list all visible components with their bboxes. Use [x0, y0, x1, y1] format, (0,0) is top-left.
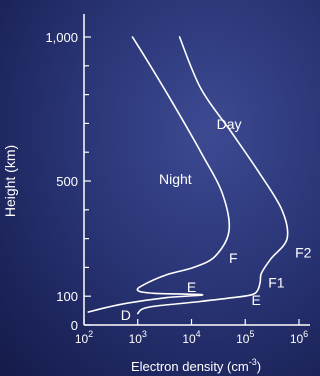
- x-tick-label: 102: [75, 329, 93, 346]
- series-line-night: [87, 36, 231, 313]
- y-tick-label: 0: [71, 318, 78, 333]
- x-tick-label: 104: [182, 329, 200, 346]
- annotation-label: Day: [217, 116, 242, 132]
- annotations: Night Day F E D F2 F1 E: [121, 116, 312, 323]
- y-tick-label: 500: [56, 174, 78, 189]
- annotation-label: F: [229, 250, 238, 266]
- series-line-day: [137, 36, 289, 315]
- y-tick-label: 100: [56, 289, 78, 304]
- tick-marks: [83, 36, 300, 326]
- annotation-label: Night: [159, 171, 192, 187]
- annotation-label: E: [252, 292, 261, 308]
- annotation-label: D: [121, 307, 131, 323]
- annotation-label: F2: [295, 244, 312, 260]
- y-axis-title: Height (km): [2, 145, 18, 217]
- axis-labels: 0 100 500 1,000 102 103 104 105 106 Height (km) El…: [2, 30, 308, 374]
- series-lines: [87, 36, 289, 315]
- x-tick-label: 103: [129, 329, 147, 346]
- x-tick-label: 105: [236, 329, 254, 346]
- y-tick-label: 1,000: [45, 30, 78, 45]
- annotation-label: E: [187, 279, 196, 295]
- x-tick-label: 106: [290, 329, 308, 346]
- x-axis-title: Electron density (cm-3): [131, 357, 261, 374]
- annotation-label: F1: [268, 275, 285, 291]
